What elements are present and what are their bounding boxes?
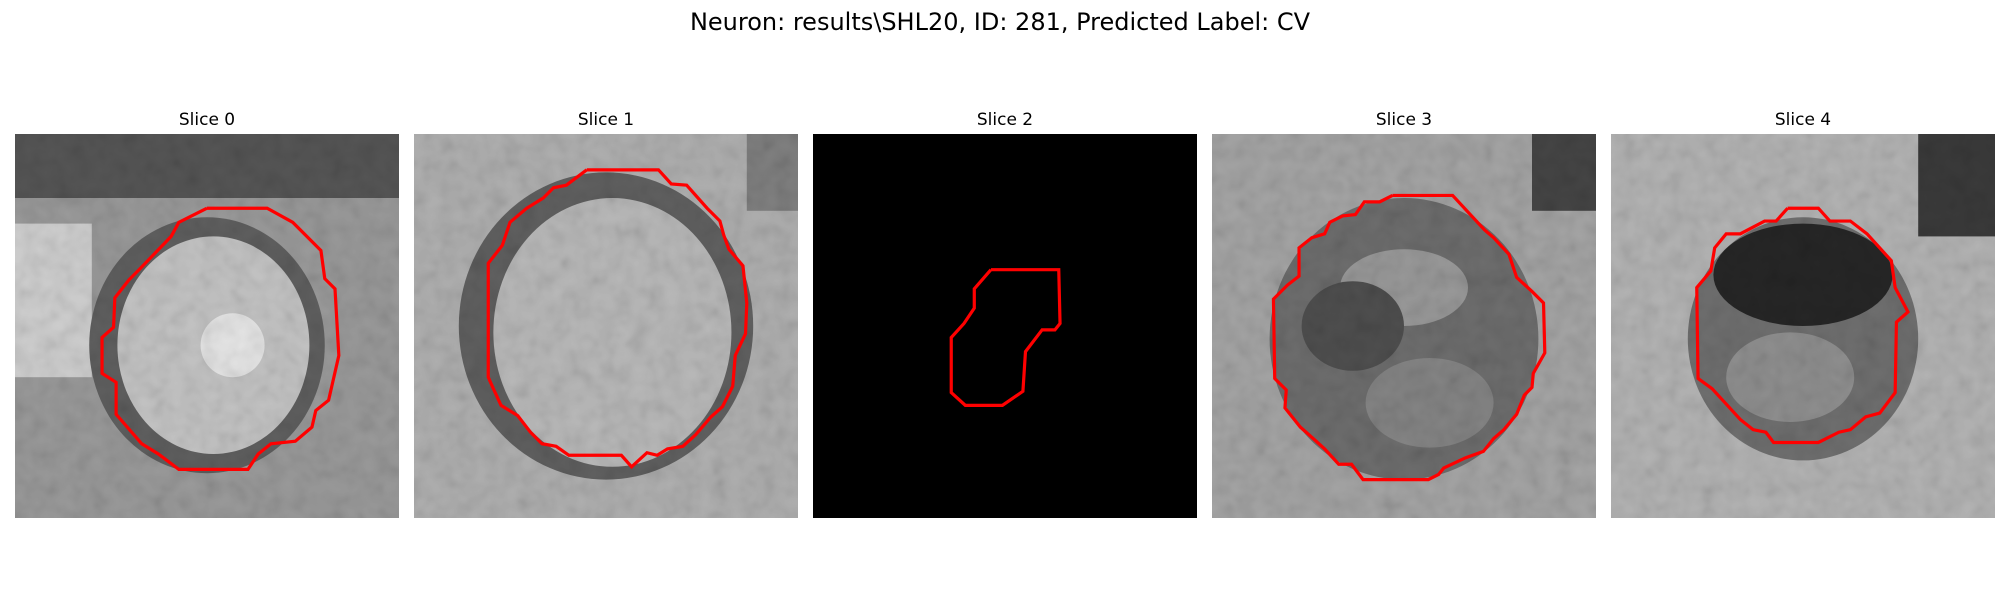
slice-0-contour [100,206,341,471]
figure-title: Neuron: results\SHL20, ID: 281, Predicte… [689,8,1311,36]
slice-1-image [414,134,798,518]
slice-4-title: Slice 4 [1774,110,1832,130]
slice-3-contour [1271,193,1547,482]
slice-1-title: Slice 1 [577,110,635,130]
slice-2-title: Slice 2 [976,110,1034,130]
slice-0-title: Slice 0 [178,110,236,130]
slice-0-image [15,134,399,518]
slice-2-image [813,134,1197,518]
slice-3-image [1212,134,1596,518]
slice-2-contour [949,268,1062,407]
slice-4-contour [1695,206,1910,445]
slice-4-image [1611,134,1995,518]
slice-1-contour [486,168,749,470]
slice-3-title: Slice 3 [1375,110,1433,130]
